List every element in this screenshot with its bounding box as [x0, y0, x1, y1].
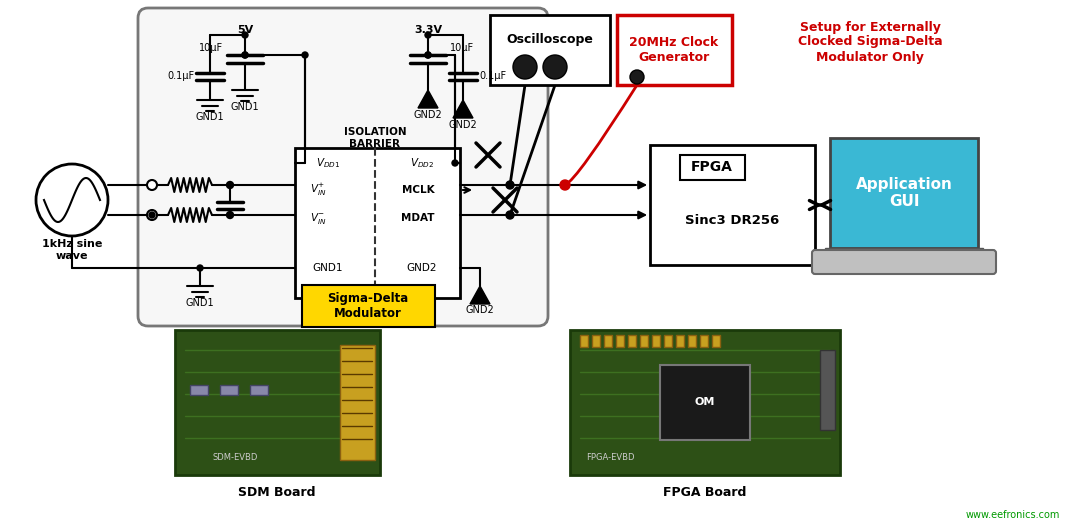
- Text: Setup for Externally
Clocked Sigma-Delta
Modulator Only: Setup for Externally Clocked Sigma-Delta…: [798, 21, 943, 63]
- Bar: [592, 335, 600, 347]
- Text: $V_{DD1}$: $V_{DD1}$: [315, 156, 340, 170]
- Text: FPGA Board: FPGA Board: [663, 486, 746, 499]
- Circle shape: [242, 52, 248, 58]
- Bar: [640, 335, 648, 347]
- Text: GND2: GND2: [465, 305, 495, 315]
- Circle shape: [147, 180, 157, 190]
- Text: MDAT: MDAT: [402, 213, 435, 223]
- Bar: [660, 365, 750, 440]
- Text: 5V: 5V: [237, 25, 253, 35]
- Bar: [617, 15, 732, 85]
- Bar: [820, 350, 835, 430]
- Bar: [580, 335, 588, 347]
- Text: SDM-EVBD: SDM-EVBD: [213, 452, 258, 461]
- Circle shape: [426, 52, 431, 58]
- Text: Sinc3 DR256: Sinc3 DR256: [685, 213, 779, 227]
- Text: 20MHz Clock
Generator: 20MHz Clock Generator: [630, 36, 718, 64]
- Text: $V_{DD2}$: $V_{DD2}$: [410, 156, 434, 170]
- Text: Application
GUI: Application GUI: [855, 177, 953, 209]
- Text: 10μF: 10μF: [450, 43, 474, 53]
- Bar: [295, 148, 460, 298]
- Bar: [712, 335, 720, 347]
- Bar: [570, 330, 840, 475]
- Bar: [302, 285, 435, 327]
- Bar: [175, 330, 380, 475]
- Polygon shape: [418, 90, 438, 108]
- FancyBboxPatch shape: [138, 8, 548, 326]
- Bar: [604, 335, 612, 347]
- Text: GND2: GND2: [407, 263, 437, 273]
- Circle shape: [227, 212, 233, 219]
- Bar: [249, 385, 268, 395]
- Circle shape: [36, 164, 108, 236]
- Text: GND1: GND1: [195, 112, 225, 122]
- Bar: [650, 145, 815, 265]
- Circle shape: [543, 55, 567, 79]
- Bar: [680, 155, 745, 180]
- Text: 0.1μF: 0.1μF: [480, 71, 507, 81]
- Circle shape: [630, 70, 644, 84]
- Bar: [831, 138, 978, 248]
- Text: GND1: GND1: [186, 298, 214, 308]
- Circle shape: [242, 32, 248, 38]
- Text: GND1: GND1: [313, 263, 343, 273]
- Text: OM: OM: [694, 397, 715, 407]
- FancyBboxPatch shape: [812, 250, 996, 274]
- Circle shape: [302, 52, 308, 58]
- Text: Oscilloscope: Oscilloscope: [507, 33, 593, 46]
- Circle shape: [507, 181, 514, 189]
- Text: GND2: GND2: [414, 110, 443, 120]
- Bar: [676, 335, 684, 347]
- Polygon shape: [453, 100, 473, 118]
- Bar: [825, 248, 983, 253]
- Circle shape: [426, 52, 431, 58]
- Text: www.eefronics.com: www.eefronics.com: [966, 510, 1059, 520]
- Text: GND2: GND2: [448, 120, 477, 130]
- Circle shape: [513, 55, 537, 79]
- Polygon shape: [470, 286, 490, 304]
- Text: 10μF: 10μF: [199, 43, 222, 53]
- Text: $V_{IN}^{+}$: $V_{IN}^{+}$: [310, 182, 326, 198]
- Circle shape: [561, 180, 570, 190]
- Text: FPGA: FPGA: [691, 160, 733, 174]
- Bar: [490, 15, 610, 85]
- Bar: [664, 335, 672, 347]
- Bar: [616, 335, 624, 347]
- Circle shape: [147, 210, 157, 220]
- Bar: [340, 345, 375, 460]
- Circle shape: [197, 265, 203, 271]
- Circle shape: [149, 212, 156, 218]
- Circle shape: [227, 182, 233, 188]
- Bar: [700, 335, 708, 347]
- Bar: [627, 335, 636, 347]
- Bar: [220, 385, 238, 395]
- Text: SDM Board: SDM Board: [239, 486, 315, 499]
- Circle shape: [426, 32, 431, 38]
- Circle shape: [507, 211, 514, 219]
- Text: 0.1μF: 0.1μF: [167, 71, 194, 81]
- Bar: [190, 385, 208, 395]
- Text: 1kHz sine
wave: 1kHz sine wave: [42, 239, 103, 261]
- Text: 3.3V: 3.3V: [414, 25, 442, 35]
- Circle shape: [242, 52, 248, 58]
- Text: FPGA-EVBD: FPGA-EVBD: [585, 452, 634, 461]
- Text: ISOLATION
BARRIER: ISOLATION BARRIER: [343, 127, 406, 149]
- Bar: [688, 335, 696, 347]
- Text: $V_{IN}^{-}$: $V_{IN}^{-}$: [310, 211, 326, 225]
- Text: Sigma-Delta
Modulator: Sigma-Delta Modulator: [327, 292, 408, 320]
- Bar: [652, 335, 660, 347]
- Text: MCLK: MCLK: [402, 185, 434, 195]
- Text: GND1: GND1: [231, 102, 259, 112]
- Circle shape: [453, 160, 458, 166]
